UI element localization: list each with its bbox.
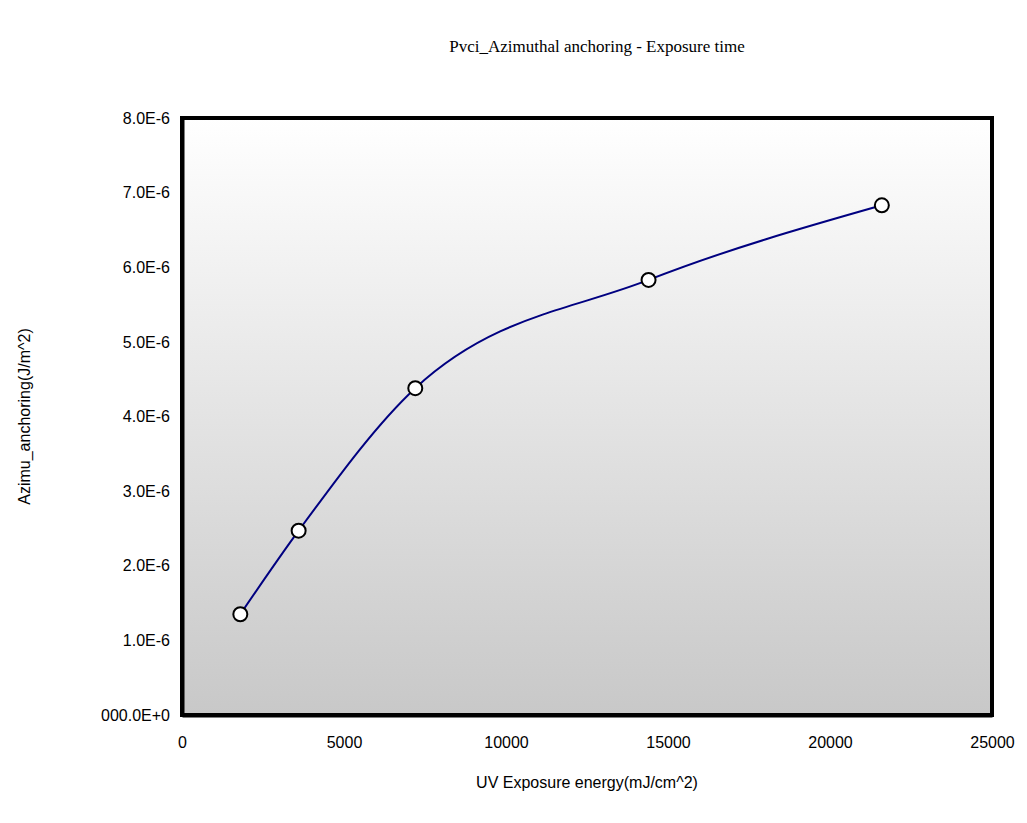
x-tick-label: 15000: [646, 734, 691, 751]
x-tick-label: 10000: [484, 734, 529, 751]
title: Pvci_Azimuthal anchoring - Exposure time: [449, 37, 745, 56]
x-tick-label: 20000: [808, 734, 853, 751]
x-tick: 25000: [970, 715, 1015, 751]
data-point: [233, 607, 247, 621]
y-tick: 1.0E-6: [123, 632, 182, 649]
x-tick: 5000: [327, 715, 363, 751]
data-point: [875, 198, 889, 212]
x-tick: 10000: [484, 715, 529, 751]
y-tick-label: 6.0E-6: [123, 259, 170, 276]
y-tick: 6.0E-6: [123, 259, 182, 276]
y-axis-title: Azimu_anchoring(J/m^2): [16, 328, 34, 504]
y-tick-label: 4.0E-6: [123, 408, 170, 425]
y-tick: 2.0E-6: [123, 557, 182, 574]
x-tick: 20000: [808, 715, 853, 751]
y-tick: 7.0E-6: [123, 184, 182, 201]
plot-area: [233, 198, 889, 621]
chart: Pvci_Azimuthal anchoring - Exposure time…: [0, 0, 1027, 823]
plot-background: [182, 118, 992, 715]
y-tick-label: 8.0E-6: [123, 110, 170, 127]
y-tick: 5.0E-6: [123, 333, 182, 350]
y-tick: 8.0E-6: [123, 110, 182, 127]
x-tick-label: 25000: [970, 734, 1015, 751]
x-tick: 15000: [646, 715, 691, 751]
data-point: [408, 381, 422, 395]
y-axis: 000.0E+0 1.0E-6 2.0E-6 3.0E-6 4.0E-6 5.0E-6 6.…: [101, 110, 182, 724]
x-axis-title: UV Exposure energy(mJ/cm^2): [476, 774, 698, 791]
y-tick: 3.0E-6: [123, 483, 182, 500]
y-tick-label: 2.0E-6: [123, 557, 170, 574]
y-tick-label: 5.0E-6: [123, 333, 170, 350]
data-point: [642, 273, 656, 287]
y-tick: 4.0E-6: [123, 408, 182, 425]
data-line: [240, 205, 882, 614]
plot-frame: [182, 118, 992, 715]
x-axis: 0 5000 10000 15000 20000 25000: [178, 715, 1015, 751]
y-tick: 000.0E+0: [101, 707, 182, 724]
data-point: [292, 524, 306, 538]
y-tick-label: 1.0E-6: [123, 632, 170, 649]
x-tick-label: 5000: [327, 734, 363, 751]
y-tick-label: 7.0E-6: [123, 184, 170, 201]
y-tick-label: 000.0E+0: [101, 707, 170, 724]
x-tick: 0: [178, 715, 187, 751]
y-tick-label: 3.0E-6: [123, 483, 170, 500]
x-tick-label: 0: [178, 734, 187, 751]
